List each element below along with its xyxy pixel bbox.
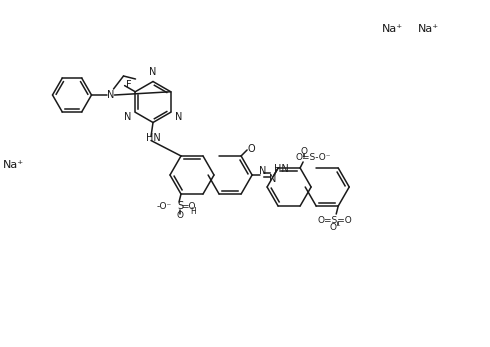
Text: N: N <box>149 67 157 77</box>
Text: S: S <box>177 201 183 211</box>
Text: Na⁺: Na⁺ <box>381 24 403 34</box>
Text: N: N <box>270 174 277 184</box>
Text: H: H <box>190 206 196 215</box>
Text: O⁻: O⁻ <box>329 222 341 231</box>
Text: N: N <box>123 112 131 122</box>
Text: -O⁻: -O⁻ <box>156 202 172 211</box>
Text: N: N <box>259 166 267 176</box>
Text: Na⁺: Na⁺ <box>2 160 24 170</box>
Text: F: F <box>126 79 131 90</box>
Text: HN: HN <box>146 134 160 144</box>
Text: O: O <box>247 144 255 154</box>
Text: =O: =O <box>181 202 195 211</box>
Text: N: N <box>107 90 114 100</box>
Text: O: O <box>300 147 308 156</box>
Text: HN: HN <box>274 164 289 175</box>
Text: O=S=O: O=S=O <box>318 215 353 225</box>
Text: Na⁺: Na⁺ <box>417 24 439 34</box>
Text: N: N <box>175 112 182 122</box>
Text: O: O <box>176 211 183 220</box>
Text: O=S-O⁻: O=S-O⁻ <box>295 153 331 162</box>
